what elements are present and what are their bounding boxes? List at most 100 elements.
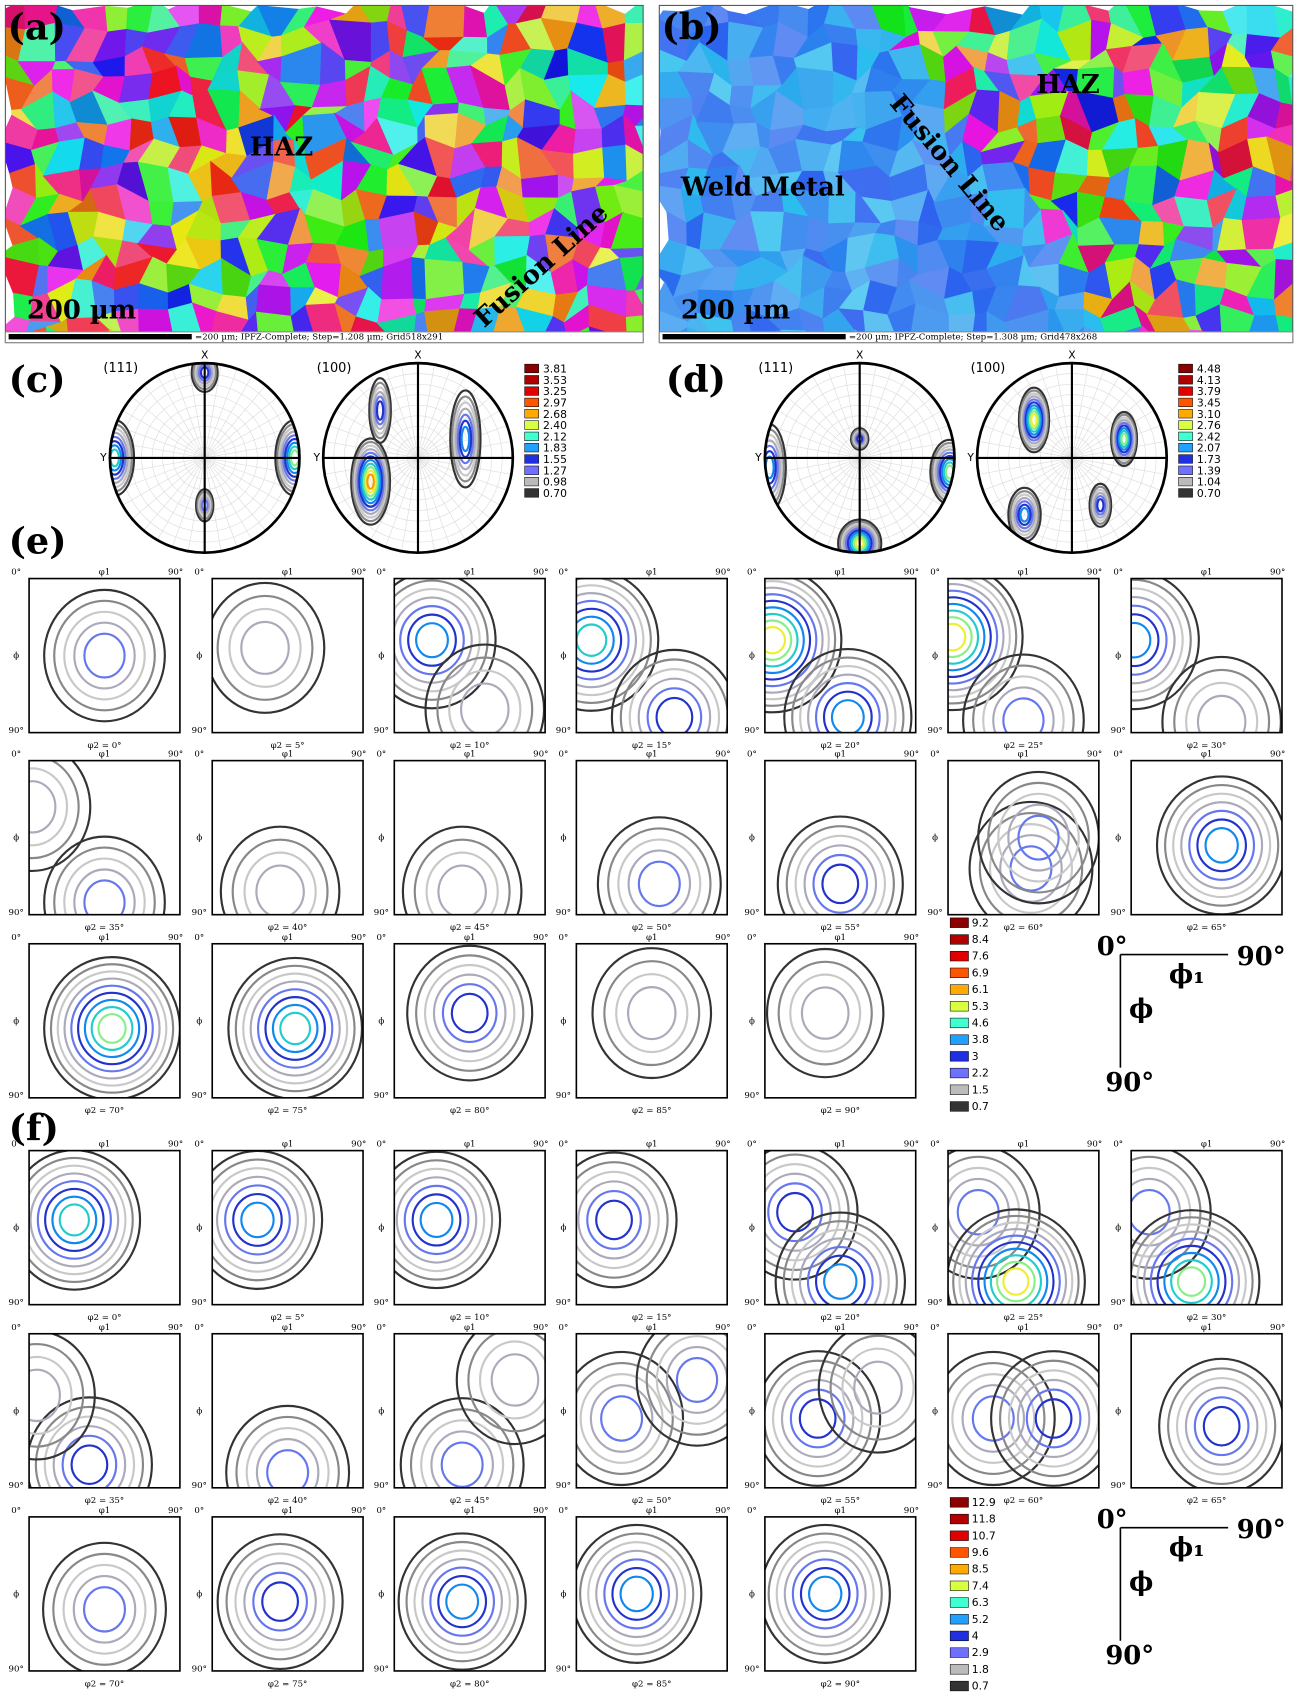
odf-axis-label: 90° [556,726,571,736]
grain [1300,239,1310,261]
legend-swatch [950,968,968,978]
grain [1124,166,1157,206]
legend-swatch [1179,421,1193,430]
grain [424,1,465,38]
contour [1162,657,1281,787]
grain [603,145,627,181]
odf-axis-label: ϕ [196,833,202,843]
panel-label: (e) [9,520,67,563]
contour [735,601,810,680]
odf-axis-label: 0° [1113,750,1123,760]
odf-axis-label: φ1 [282,568,294,578]
odf-axis-label: 90° [1270,568,1285,578]
axis-label: X [414,349,422,362]
legend-swatch [950,1564,968,1574]
legend-swatch [1179,432,1193,441]
contour [367,474,373,488]
contour [831,1336,926,1440]
odf-axis-label: 90° [168,750,183,760]
odf-axis-label: φ1 [464,750,476,760]
odf-axis-label: 0° [559,1506,569,1516]
odf-axis-label: 90° [904,750,919,760]
odf-axis-label: 90° [9,1664,24,1674]
contour [914,597,990,677]
key-label: ϕ [1129,1568,1153,1598]
odf-frame [212,1334,363,1488]
contour [221,827,340,957]
odf-section [399,1533,526,1669]
section-label: φ2 = 85° [632,1106,671,1116]
panel-label: (a) [8,6,66,49]
odf-axis-label: ϕ [378,833,384,843]
legend-swatch [1179,375,1193,384]
odf-axis-label: 0° [194,1323,204,1333]
odf-axis-label: 90° [9,908,24,918]
odf-axis-label: 90° [556,1481,571,1491]
odf-axis-label: φ1 [282,1323,294,1333]
legend-swatch [950,1102,968,1112]
legend-swatch [950,1581,968,1591]
odf-section [767,949,883,1077]
legend-value: 0.70 [543,487,567,500]
contour [228,958,362,1099]
contour [373,1152,500,1288]
odf-axis-label: 0° [376,568,386,578]
odf-axis-label: φ1 [835,568,847,578]
contour [422,1559,501,1644]
section-label: φ2 = 65° [1187,923,1226,933]
contour [31,1173,119,1266]
axis-label: Y [754,451,762,464]
odf-axis-label: ϕ [378,651,384,661]
contour [244,1563,315,1640]
legend-value: 0.7 [972,1100,989,1113]
odf-axis-label: 90° [351,933,366,943]
contour [1130,1217,1252,1345]
odf-axis-label: 90° [374,1298,389,1308]
odf-axis-label: ϕ [749,1589,755,1599]
contour [800,1399,836,1437]
odf-axis-label: 90° [9,1091,24,1101]
odf-axis-label: 0° [559,1323,569,1333]
odf-axis-label: 0° [747,1506,757,1516]
contour [779,962,872,1065]
grain [0,317,30,333]
contour [452,994,488,1032]
section-label: φ2 = 75° [268,1679,307,1689]
odf-axis-label: 0° [559,933,569,943]
legend-value: 8.5 [972,1563,989,1576]
odf-axis-label: 90° [374,726,389,736]
contour [647,1325,748,1435]
odf-axis-label: ϕ [560,651,566,661]
contour [1118,623,1150,657]
odf-axis-label: 90° [904,1323,919,1333]
section-label: φ2 = 70° [85,1679,124,1689]
contour [628,987,675,1039]
contour [217,1177,298,1263]
contour [241,1203,273,1237]
contour [84,634,124,678]
contour [226,1406,349,1539]
legend-swatch [950,951,968,961]
grain [464,7,488,38]
contour [562,609,621,672]
odf-axis-label: 0° [1113,1140,1123,1150]
odf-section [733,1145,905,1351]
key-label: 90° [1105,1068,1154,1098]
legend-swatch [1179,398,1193,407]
contour [777,1542,874,1645]
contour [377,401,383,419]
odf-axis-label: 90° [168,568,183,578]
section-label: φ2 = 15° [632,1313,671,1323]
contour [0,768,67,845]
odf-section [373,1152,500,1288]
odf-axis-label: 0° [1113,568,1123,578]
odf-axis-label: φ1 [1018,750,1030,760]
odf-axis-label: ϕ [560,1223,566,1233]
grain [1295,335,1310,356]
legend-swatch [1179,466,1193,475]
scale-label: 200 µm [27,295,136,325]
odf-axis-label: φ1 [1018,568,1030,578]
legend-value: 10.7 [972,1529,996,1542]
legend-value: 2.2 [972,1067,989,1080]
odf-section [43,1543,166,1676]
